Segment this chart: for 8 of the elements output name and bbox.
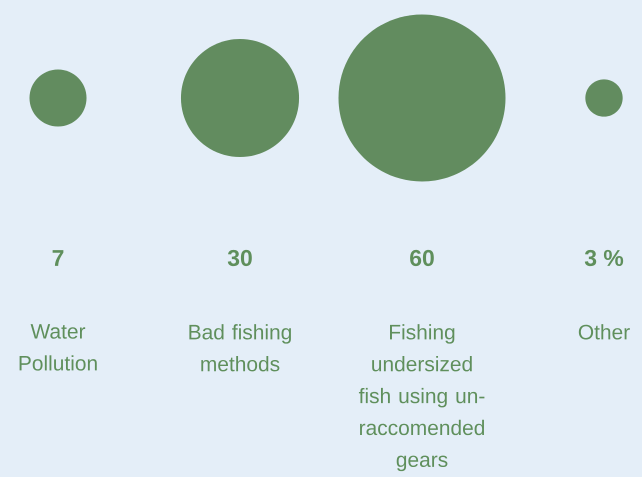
data-label: 7	[52, 250, 64, 266]
data-label: 30	[228, 250, 252, 266]
category-label: Bad fishing methods	[189, 324, 291, 372]
category-label: Fishing undersized fish using un-raccomended gears	[358, 324, 484, 472]
data-label: 60	[410, 250, 434, 266]
data-label: 3 %	[584, 250, 624, 266]
category-label: Water Pollution	[20, 324, 97, 371]
category-label: Other	[578, 324, 630, 340]
